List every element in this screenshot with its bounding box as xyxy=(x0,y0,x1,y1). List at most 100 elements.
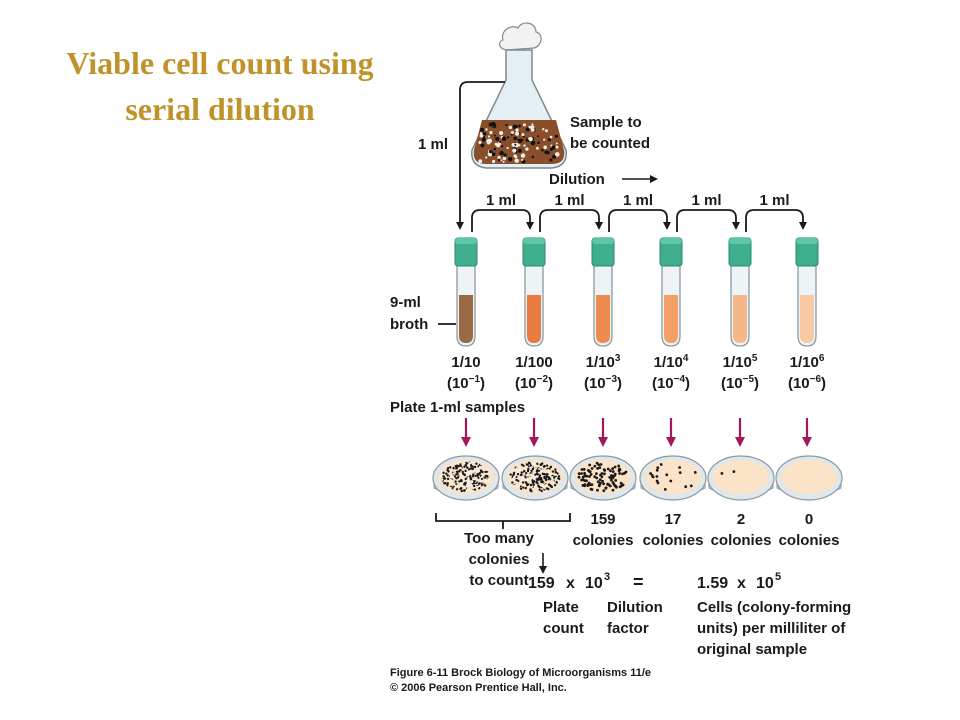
colony-dot xyxy=(472,486,475,490)
colony-dot xyxy=(580,478,583,482)
colony-dot xyxy=(580,472,583,475)
cell-dot xyxy=(514,142,519,148)
label-cells-line1: Cells (colony-forming xyxy=(697,599,851,616)
transfer-arrow xyxy=(676,209,740,232)
flask-label-line1: Sample to xyxy=(570,114,642,131)
colony-dot xyxy=(471,475,475,478)
colony-dot xyxy=(593,464,597,468)
colony-dot xyxy=(602,482,605,486)
cell-dot xyxy=(505,123,508,127)
colony-dot xyxy=(523,477,526,481)
colony-dot xyxy=(596,488,599,492)
cell-dot xyxy=(555,145,559,149)
colony-dot xyxy=(456,476,460,479)
colony-dot xyxy=(545,473,548,476)
colony-dot xyxy=(608,484,612,488)
credit-line2: © 2006 Pearson Prentice Hall, Inc. xyxy=(390,682,567,694)
colony-dot xyxy=(532,483,535,486)
colony-dot xyxy=(527,483,530,486)
tube-cap-top xyxy=(660,238,682,244)
colony-dot xyxy=(618,472,621,475)
colony-dot xyxy=(443,477,447,480)
cell-dot xyxy=(531,123,534,126)
cell-dot xyxy=(496,143,500,148)
colony-dot xyxy=(556,479,560,482)
colony-dot xyxy=(554,473,558,476)
colony-dot xyxy=(460,489,463,493)
cell-dot xyxy=(478,140,482,145)
colony-dot xyxy=(602,489,606,493)
cell-dot xyxy=(518,124,521,128)
colony-dot xyxy=(598,466,602,469)
cell-dot xyxy=(478,159,483,164)
colony-dot xyxy=(480,475,484,479)
colony-dot xyxy=(519,478,522,481)
colony-dot xyxy=(557,475,561,478)
colony-dot xyxy=(471,467,474,471)
slide-title-line2: serial dilution xyxy=(125,91,315,127)
equation-dilution-base: 10 xyxy=(585,575,603,592)
colony-dot xyxy=(613,465,617,469)
colony-dot xyxy=(534,476,537,479)
cell-dot xyxy=(552,154,557,159)
cell-dot xyxy=(485,128,488,131)
colony-counts: 159 colonies 17 colonies 2 colonies 0 colonies xyxy=(573,511,840,549)
slide-title-line1: Viable cell count using xyxy=(66,45,374,81)
colony-dot xyxy=(529,473,533,477)
transfer-arrow xyxy=(539,209,603,232)
colony-dot xyxy=(606,482,610,486)
cell-dot xyxy=(512,148,517,153)
first-transfer-label: 1 ml xyxy=(418,136,448,153)
colony-dot xyxy=(451,476,454,479)
colony-dot xyxy=(461,470,464,474)
colony-dot xyxy=(481,470,484,474)
plate-samples-label: Plate 1-ml samples xyxy=(390,399,525,416)
cell-dot xyxy=(499,150,504,156)
colony-dot xyxy=(477,482,481,485)
transfer-label: 1 ml xyxy=(691,192,721,209)
colony-dot xyxy=(543,475,546,479)
colony-dot xyxy=(472,473,475,476)
colony-dot xyxy=(649,472,652,475)
colony-dot xyxy=(624,470,628,474)
dilution-fraction: 1/105 xyxy=(723,353,758,371)
colony-dot xyxy=(541,467,544,470)
cell-dot xyxy=(549,158,553,162)
cell-dot xyxy=(521,158,524,161)
colony-dot xyxy=(479,479,482,483)
colony-dot xyxy=(533,480,536,483)
colony-dot xyxy=(467,473,470,477)
cell-dot xyxy=(508,125,513,130)
colony-dot xyxy=(446,477,450,481)
colony-dot xyxy=(465,472,469,475)
colony-dot xyxy=(609,469,612,473)
equation-times1: x xyxy=(566,575,575,592)
colony-dot xyxy=(520,471,523,474)
colony-dot xyxy=(589,473,593,476)
colony-dot xyxy=(546,471,549,474)
colony-dot xyxy=(521,475,524,478)
credit-line1: Figure 6-11 Brock Biology of Microorgani… xyxy=(390,667,651,679)
colony-dot xyxy=(538,488,541,491)
transfer-arrows: 1 ml 1 ml 1 ml 1 ml 1 ml xyxy=(471,192,807,232)
colony-dot xyxy=(442,471,445,474)
cell-dot xyxy=(543,138,546,141)
colony-dot xyxy=(529,466,532,470)
colony-dot xyxy=(549,465,553,469)
dilution-tube xyxy=(659,237,683,347)
colony-dot xyxy=(470,465,473,468)
cell-dot xyxy=(501,136,507,141)
colony-dot xyxy=(449,466,452,469)
dilution-exponent: (10−5) xyxy=(721,374,759,392)
colony-caption: colonies xyxy=(711,532,772,549)
colony-dot xyxy=(678,471,682,474)
colony-dot xyxy=(656,466,660,470)
plate-agar xyxy=(713,460,769,494)
colony-dot xyxy=(540,479,543,482)
cell-dot xyxy=(517,148,522,153)
cell-dot xyxy=(493,134,496,137)
cell-dot xyxy=(515,128,519,132)
colony-dot xyxy=(587,469,590,472)
colony-dot xyxy=(457,465,460,468)
colony-dot xyxy=(545,475,548,479)
